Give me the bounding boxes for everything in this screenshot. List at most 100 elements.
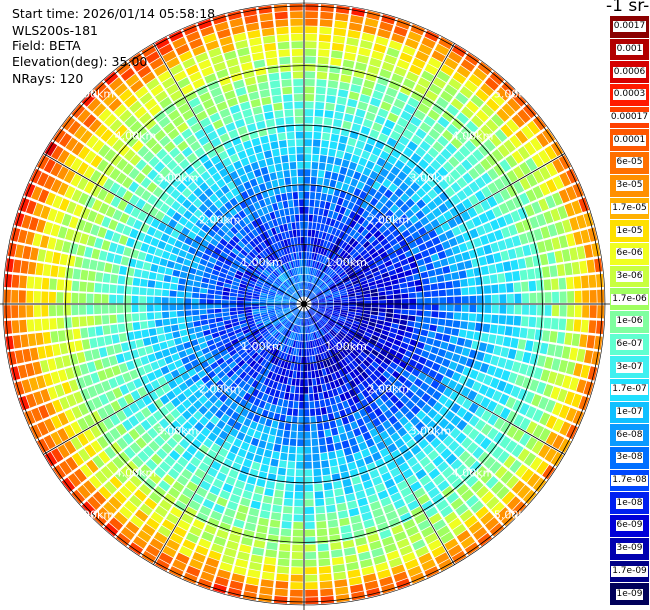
range-gate-cell bbox=[415, 421, 426, 432]
range-gate-cell bbox=[201, 66, 214, 77]
range-gate-cell bbox=[103, 178, 115, 191]
range-gate-cell bbox=[319, 304, 326, 307]
range-gate-cell bbox=[115, 124, 128, 137]
range-gate-cell bbox=[375, 140, 385, 150]
range-gate-cell bbox=[584, 350, 593, 364]
range-gate-cell bbox=[248, 337, 256, 344]
range-gate-cell bbox=[122, 225, 132, 236]
range-gate-cell bbox=[293, 401, 299, 409]
range-gate-cell bbox=[348, 259, 356, 266]
range-gate-cell bbox=[296, 229, 301, 237]
range-gate-cell bbox=[262, 564, 276, 573]
range-gate-cell bbox=[205, 177, 215, 187]
range-gate-cell bbox=[300, 364, 304, 371]
range-gate-cell bbox=[448, 361, 458, 371]
range-gate-cell bbox=[298, 311, 302, 318]
range-gate-cell bbox=[290, 298, 298, 302]
range-gate-cell bbox=[334, 157, 343, 166]
range-gate-cell bbox=[284, 337, 289, 345]
range-gate-cell bbox=[226, 501, 238, 511]
range-gate-cell bbox=[315, 498, 325, 507]
range-gate-cell bbox=[142, 202, 153, 213]
range-gate-cell bbox=[52, 464, 66, 480]
range-gate-cell bbox=[334, 20, 348, 29]
range-gate-cell bbox=[320, 345, 325, 353]
range-gate-cell bbox=[324, 276, 330, 283]
range-gate-cell bbox=[300, 311, 303, 318]
range-gate-cell bbox=[372, 476, 383, 486]
range-gate-cell bbox=[135, 469, 148, 482]
range-gate-cell bbox=[544, 305, 552, 316]
range-gate-cell bbox=[18, 290, 26, 303]
range-gate-cell bbox=[353, 428, 362, 437]
range-gate-cell bbox=[306, 259, 309, 267]
range-gate-cell bbox=[167, 236, 177, 246]
range-gate-cell bbox=[286, 131, 295, 140]
range-gate-cell bbox=[141, 329, 150, 338]
range-ring-label: 3.00km bbox=[157, 424, 199, 437]
range-gate-cell bbox=[146, 182, 158, 193]
range-gate-cell bbox=[304, 206, 309, 214]
range-gate-cell bbox=[273, 320, 280, 326]
range-gate-cell bbox=[280, 147, 288, 156]
range-gate-cell bbox=[362, 316, 370, 322]
range-gate-cell bbox=[317, 293, 324, 298]
range-gate-cell bbox=[298, 333, 301, 341]
range-gate-cell bbox=[261, 315, 269, 320]
range-gate-cell bbox=[181, 468, 193, 480]
range-gate-cell bbox=[184, 90, 198, 102]
range-gate-cell bbox=[447, 256, 456, 265]
range-gate-cell bbox=[94, 315, 102, 325]
range-gate-cell bbox=[425, 359, 434, 368]
range-gate-cell bbox=[558, 404, 570, 419]
range-gate-cell bbox=[130, 80, 144, 93]
range-gate-cell bbox=[111, 334, 120, 344]
range-gate-cell bbox=[393, 339, 402, 347]
range-gate-cell bbox=[465, 494, 479, 508]
range-gate-cell bbox=[314, 269, 319, 277]
range-gate-cell bbox=[304, 311, 306, 319]
range-gate-cell bbox=[477, 532, 492, 547]
range-gate-cell bbox=[377, 234, 385, 243]
range-gate-cell bbox=[304, 244, 307, 252]
range-gate-cell bbox=[71, 489, 86, 504]
range-gate-cell bbox=[324, 312, 332, 316]
range-gate-cell bbox=[150, 237, 160, 247]
range-gate-cell bbox=[307, 318, 310, 326]
range-gate-cell bbox=[94, 470, 108, 484]
range-gate-cell bbox=[321, 285, 328, 291]
range-gate-cell bbox=[224, 201, 233, 211]
range-gate-cell bbox=[194, 450, 205, 461]
range-gate-cell bbox=[304, 319, 307, 326]
range-gate-cell bbox=[216, 529, 229, 540]
range-gate-cell bbox=[434, 355, 444, 365]
range-gate-cell bbox=[285, 271, 291, 278]
range-gate-cell bbox=[483, 353, 493, 364]
range-gate-cell bbox=[309, 308, 316, 314]
colorbar-cell: 6e-08 bbox=[610, 424, 649, 448]
range-gate-cell bbox=[390, 432, 401, 442]
range-gate-cell bbox=[451, 245, 461, 255]
range-gate-cell bbox=[320, 284, 327, 290]
range-gate-cell bbox=[273, 596, 288, 604]
range-gate-cell bbox=[37, 249, 47, 262]
range-gate-cell bbox=[574, 305, 582, 318]
range-gate-cell bbox=[205, 557, 220, 568]
range-gate-cell bbox=[545, 415, 558, 429]
range-gate-cell bbox=[236, 431, 246, 441]
range-gate-cell bbox=[264, 111, 274, 120]
range-gate-cell bbox=[298, 290, 302, 297]
range-gate-cell bbox=[302, 274, 304, 282]
range-gate-cell bbox=[371, 296, 379, 301]
range-gate-cell bbox=[153, 485, 167, 498]
range-gate-cell bbox=[544, 145, 557, 160]
range-gate-cell bbox=[313, 131, 322, 140]
range-gate-cell bbox=[117, 397, 128, 409]
range-gate-cell bbox=[371, 251, 379, 259]
range-gate-cell bbox=[92, 199, 103, 212]
range-gate-cell bbox=[399, 52, 413, 63]
range-gate-cell bbox=[196, 165, 207, 175]
range-gate-cell bbox=[377, 247, 386, 255]
range-gate-cell bbox=[57, 266, 66, 278]
range-gate-cell bbox=[531, 394, 542, 407]
